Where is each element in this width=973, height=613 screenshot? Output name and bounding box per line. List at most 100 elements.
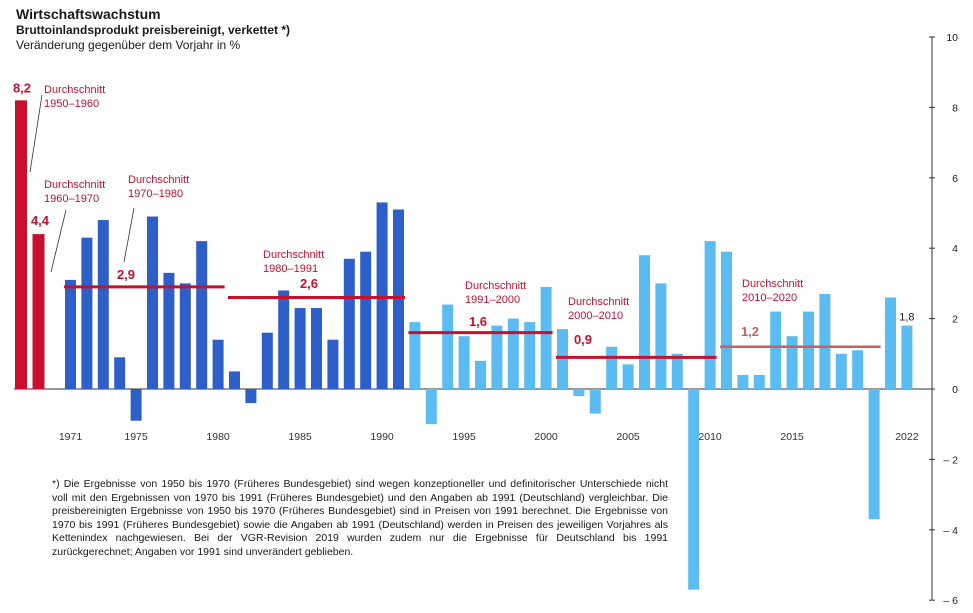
year-bar — [737, 374, 749, 389]
average-label: Durchschnitt — [568, 296, 629, 308]
year-bar — [868, 389, 880, 520]
x-tick-label: 2005 — [616, 431, 640, 443]
y-tick-label: 10 — [946, 32, 958, 44]
average-period-label: 2010–2020 — [742, 292, 797, 304]
year-bar — [491, 325, 503, 389]
year-bar — [688, 389, 700, 590]
average-label: Durchschnitt — [263, 249, 324, 261]
year-bar — [196, 241, 208, 389]
year-bar — [212, 339, 224, 389]
y-tick-label: 8 — [952, 102, 958, 114]
year-bar — [753, 374, 765, 389]
year-bar — [540, 286, 552, 389]
year-bar — [65, 279, 76, 389]
year-bar — [360, 251, 372, 389]
year-bar — [97, 220, 109, 389]
y-tick-label: – 4 — [943, 525, 958, 537]
year-bar — [819, 293, 831, 389]
average-period-label: 1950–1960 — [44, 98, 99, 110]
year-bar — [147, 216, 158, 389]
year-bar — [393, 209, 404, 389]
footnote: *) Die Ergebnisse von 1950 bis 1970 (Frü… — [52, 478, 668, 558]
x-tick-label: 1995 — [452, 431, 476, 443]
leader-line — [29, 94, 43, 173]
year-bar — [655, 283, 667, 389]
average-period-label: 1980–1991 — [263, 263, 318, 275]
x-tick-label: 1971 — [59, 431, 83, 443]
year-bar — [245, 389, 257, 404]
y-tick-label: 4 — [952, 243, 958, 255]
x-tick-label: 2015 — [780, 431, 804, 443]
average-value-label: 0,9 — [574, 332, 592, 347]
year-bar — [130, 389, 142, 421]
chart-title: Wirtschaftswachstum — [16, 6, 161, 22]
year-bar — [278, 290, 290, 389]
decade-average-bar — [32, 234, 45, 389]
year-bar — [376, 202, 388, 389]
year-bar — [294, 308, 306, 389]
decade-average-bar — [15, 100, 27, 390]
year-bar — [458, 336, 470, 389]
x-tick-label: 1990 — [370, 431, 394, 443]
y-tick-label: 2 — [952, 314, 958, 326]
year-bar — [311, 308, 322, 389]
year-bar — [524, 322, 536, 389]
x-tick-label: 2010 — [698, 431, 722, 443]
y-tick-label: – 2 — [943, 454, 958, 466]
average-period-label: 1991–2000 — [465, 294, 520, 306]
year-bar — [803, 311, 814, 389]
year-bar — [704, 241, 716, 389]
year-bar — [573, 389, 585, 397]
x-tick-label: 2022 — [895, 431, 919, 443]
year-bar — [507, 318, 519, 389]
average-label: Durchschnitt — [465, 280, 526, 292]
year-bar — [343, 258, 355, 389]
year-bar — [557, 329, 568, 389]
average-label: Durchschnitt — [44, 179, 105, 191]
year-bar — [409, 322, 421, 389]
x-tick-label: 2000 — [534, 431, 558, 443]
year-bar — [425, 389, 437, 425]
year-bar — [229, 371, 240, 389]
year-bar — [179, 283, 191, 389]
year-bar — [442, 304, 454, 389]
decade-bar-value-label: 4,4 — [31, 213, 50, 228]
year-bar — [622, 364, 634, 389]
average-label: Durchschnitt — [128, 174, 189, 186]
average-value-label: 2,9 — [117, 267, 135, 282]
average-value-label: 1,6 — [469, 314, 487, 329]
year-bar — [327, 339, 339, 389]
year-bar — [852, 350, 864, 389]
average-value-label: 2,6 — [300, 276, 318, 291]
year-bar — [81, 237, 93, 389]
year-bar — [114, 357, 126, 389]
year-bar — [606, 346, 618, 389]
average-label: Durchschnitt — [742, 278, 803, 290]
average-period-label: 1970–1980 — [128, 188, 183, 200]
average-period-label: 2000–2010 — [568, 310, 623, 322]
average-period-label: 1960–1970 — [44, 193, 99, 205]
x-tick-label: 1975 — [124, 431, 148, 443]
year-bar — [475, 360, 486, 389]
year-bar — [770, 311, 782, 389]
last-value-label: 1,8 — [899, 312, 914, 324]
year-bar — [721, 251, 732, 389]
unit-label: Veränderung gegenüber dem Vorjahr in % — [16, 38, 241, 52]
leader-line — [123, 207, 135, 263]
average-label: Durchschnitt — [44, 84, 105, 96]
year-bar — [786, 336, 798, 389]
year-bar — [901, 325, 913, 389]
average-value-label: 1,2 — [741, 324, 759, 339]
y-tick-label: 6 — [952, 173, 958, 185]
x-tick-label: 1985 — [288, 431, 312, 443]
decade-bar-value-label: 8,2 — [13, 80, 31, 95]
leader-line — [50, 209, 67, 273]
year-bar — [163, 272, 175, 389]
y-tick-label: 0 — [952, 384, 958, 396]
year-bar — [835, 353, 847, 389]
year-bar — [671, 353, 683, 389]
year-bar — [261, 332, 273, 389]
year-bar — [885, 297, 896, 389]
year-bar — [589, 389, 601, 414]
